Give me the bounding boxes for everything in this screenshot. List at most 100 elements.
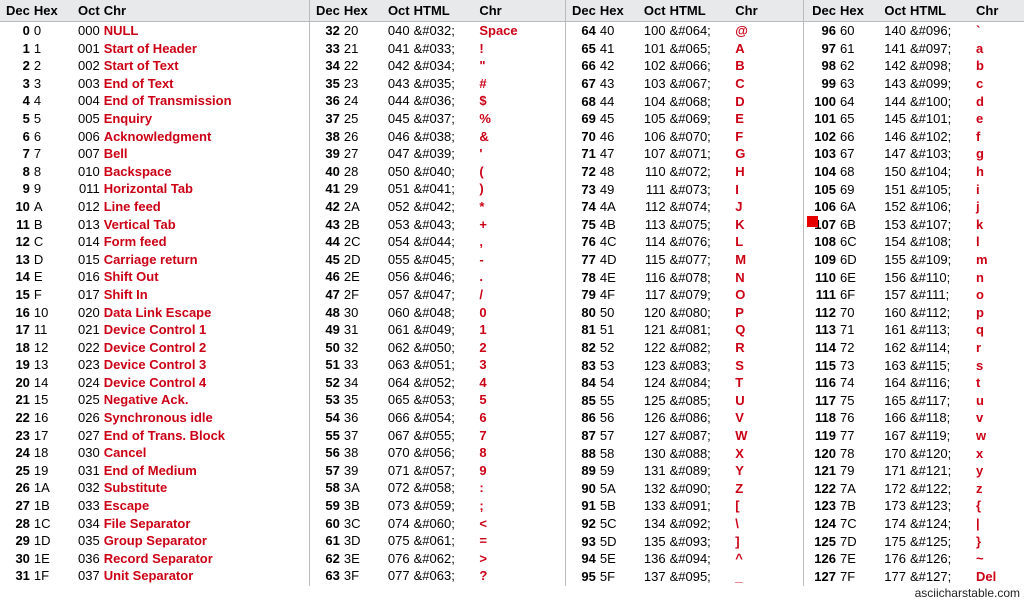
- cell-dec: 67: [566, 76, 598, 91]
- cell-html: &#047;: [412, 286, 478, 304]
- cell-chr: Enquiry: [102, 110, 309, 128]
- cell-oct: 072: [372, 479, 412, 497]
- cell-chr: q: [974, 322, 1024, 337]
- cell-chr: Z: [733, 481, 803, 496]
- cell-chr: (: [477, 163, 565, 181]
- cell-dec: 85: [566, 393, 598, 408]
- cell-oct: 003: [62, 75, 102, 93]
- cell-hex: 1: [32, 40, 62, 58]
- cell-html: &#058;: [412, 479, 478, 497]
- cell-hex: 2E: [342, 268, 372, 286]
- cell-oct: 114: [628, 234, 668, 249]
- table-row: 11674164&#116;t: [804, 374, 1024, 392]
- cell-chr: v: [974, 410, 1024, 425]
- cell-chr: Carriage return: [102, 251, 309, 269]
- cell-hex: 25: [342, 110, 372, 128]
- cell-hex: 7C: [838, 516, 868, 531]
- cell-dec: 73: [566, 182, 598, 197]
- cell-dec: 109: [804, 252, 838, 267]
- cell-hex: 60: [838, 23, 868, 38]
- table-row: 754B113&#075;K: [566, 216, 803, 234]
- cell-html: &#055;: [412, 427, 478, 445]
- cell-hex: 1D: [32, 532, 62, 550]
- cell-dec: 94: [566, 551, 598, 566]
- cell-hex: 50: [598, 305, 628, 320]
- cell-hex: 8: [32, 163, 62, 181]
- cell-hex: 4C: [598, 234, 628, 249]
- cell-hex: 78: [838, 446, 868, 461]
- cell-chr: u: [974, 393, 1024, 408]
- cell-hex: 27: [342, 145, 372, 163]
- cell-dec: 22: [0, 409, 32, 427]
- cell-dec: 62: [310, 550, 342, 568]
- cell-html: &#119;: [908, 428, 974, 443]
- cell-oct: 016: [62, 268, 102, 286]
- table-row: 1076B153&#107;k: [804, 216, 1024, 234]
- cell-oct: 100: [628, 23, 668, 38]
- cell-dec: 101: [804, 111, 838, 126]
- cell-oct: 057: [372, 286, 412, 304]
- cell-html: &#060;: [412, 515, 478, 533]
- cell-html: &#110;: [908, 270, 974, 285]
- cell-oct: 137: [628, 569, 668, 584]
- table-row: 55005Enquiry: [0, 110, 309, 128]
- cell-html: &#068;: [668, 94, 734, 109]
- cell-dec: 123: [804, 498, 838, 513]
- cell-hex: 20: [342, 22, 372, 40]
- cell-html: &#065;: [668, 41, 734, 56]
- cell-oct: 053: [372, 216, 412, 234]
- table-row: 6844104&#068;D: [566, 92, 803, 110]
- cell-chr: Q: [733, 322, 803, 337]
- cell-oct: 161: [868, 322, 908, 337]
- column-1: Dec Hex Oct HTML Chr 3220040&#032;Space3…: [310, 0, 566, 586]
- cell-oct: 154: [868, 234, 908, 249]
- table-row: 11876166&#118;v: [804, 409, 1024, 427]
- cell-dec: 58: [310, 479, 342, 497]
- cell-chr: s: [974, 358, 1024, 373]
- cell-dec: 82: [566, 340, 598, 355]
- cell-dec: 97: [804, 41, 838, 56]
- cell-hex: 19: [32, 462, 62, 480]
- table-row: 9963143&#099;c: [804, 75, 1024, 93]
- cell-oct: 145: [868, 111, 908, 126]
- data-rows: 3220040&#032;Space3321041&#033;!3422042&…: [310, 22, 565, 586]
- table-row: 11573163&#115;s: [804, 356, 1024, 374]
- table-row: 9660140&#096;`: [804, 22, 1024, 40]
- cell-chr: S: [733, 358, 803, 373]
- cell-html: &#105;: [908, 182, 974, 197]
- cell-chr: Del: [974, 569, 1024, 584]
- table-row: 10A012Line feed: [0, 198, 309, 216]
- cell-oct: 024: [62, 374, 102, 392]
- cell-hex: 57: [598, 428, 628, 443]
- cell-chr: E: [733, 111, 803, 126]
- table-row: 1086C154&#108;l: [804, 233, 1024, 251]
- cell-dec: 119: [804, 428, 838, 443]
- cell-chr: T: [733, 375, 803, 390]
- cell-hex: 58: [598, 446, 628, 461]
- table-row: 3927047&#039;': [310, 145, 565, 163]
- cell-html: &#090;: [668, 481, 734, 496]
- cell-chr: F: [733, 129, 803, 144]
- cell-chr: @: [733, 23, 803, 38]
- cell-hex: 33: [342, 356, 372, 374]
- cell-chr: C: [733, 76, 803, 91]
- cell-html: &#038;: [412, 128, 478, 146]
- cell-hex: 45: [598, 111, 628, 126]
- cell-chr: 2: [477, 339, 565, 357]
- cell-dec: 83: [566, 358, 598, 373]
- table-row: 311F037Unit Separator: [0, 567, 309, 585]
- cell-dec: 92: [566, 516, 598, 531]
- table-row: 613D075&#061;=: [310, 532, 565, 550]
- cell-html: &#059;: [412, 497, 478, 515]
- cell-hex: 2B: [342, 216, 372, 234]
- cell-chr: `: [974, 23, 1024, 38]
- cell-dec: 70: [566, 129, 598, 144]
- cell-dec: 57: [310, 462, 342, 480]
- cell-chr: End of Trans. Block: [102, 427, 309, 445]
- cell-chr: r: [974, 340, 1024, 355]
- cell-hex: 40: [598, 23, 628, 38]
- cell-dec: 127: [804, 569, 838, 584]
- cell-dec: 99: [804, 76, 838, 91]
- cell-chr: Device Control 4: [102, 374, 309, 392]
- cell-oct: 101: [628, 41, 668, 56]
